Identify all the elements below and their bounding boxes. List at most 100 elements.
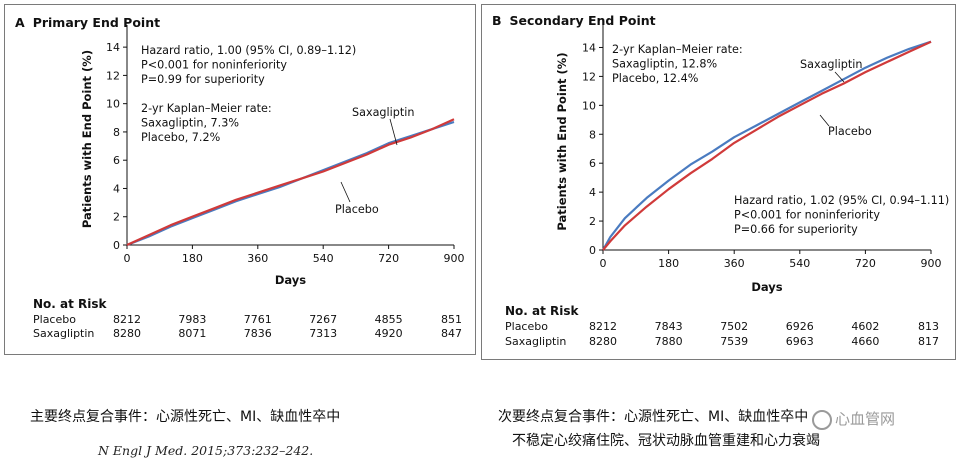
- series-label-saxagliptin: Saxagliptin: [800, 58, 862, 71]
- risk-cell: 4660: [851, 335, 879, 348]
- x-tick-label: 720: [855, 257, 876, 270]
- panel-title: A Primary End Point: [15, 15, 160, 30]
- risk-cell: 6963: [786, 335, 814, 348]
- series-line-placebo: [602, 40, 932, 251]
- risk-cell: 4920: [375, 327, 403, 340]
- risk-cell: 7880: [655, 335, 683, 348]
- panel-title-text: Primary End Point: [33, 15, 160, 30]
- series-line-saxagliptin: [602, 40, 932, 251]
- risk-table-heading: No. at Risk: [505, 304, 580, 318]
- annotation-hazard-line: Hazard ratio, 1.02 (95% CI, 0.94–1.11): [734, 194, 949, 207]
- secondary-caption-cn-line1: 次要终点复合事件：心源性死亡、MI、缺血性卒中: [498, 409, 809, 425]
- x-tick-label: 720: [378, 252, 399, 265]
- annotation-km-line: 2-yr Kaplan–Meier rate:: [141, 102, 272, 115]
- primary-caption-cn: 主要终点复合事件：心源性死亡、MI、缺血性卒中: [30, 409, 341, 425]
- y-tick-label: 6: [113, 154, 120, 167]
- risk-cell: 8280: [113, 327, 141, 340]
- risk-cell: 8212: [113, 313, 141, 326]
- risk-cell: 7836: [244, 327, 272, 340]
- series-label-leader: [389, 118, 398, 146]
- risk-cell: 7267: [309, 313, 337, 326]
- x-tick-label: 180: [658, 257, 679, 270]
- y-tick-label: 2: [589, 215, 596, 228]
- series-label-saxagliptin: Saxagliptin: [352, 106, 414, 119]
- risk-cell: 4602: [851, 320, 879, 333]
- y-tick-label: 8: [113, 126, 120, 139]
- risk-cell: 4855: [375, 313, 403, 326]
- annotation-hazard-line: P=0.66 for superiority: [734, 223, 858, 236]
- y-tick-label: 8: [589, 128, 596, 141]
- annotation-hazard-line: P=0.99 for superiority: [141, 73, 265, 86]
- series-label-placebo: Placebo: [335, 203, 379, 216]
- annotation-km-line: Saxagliptin, 12.8%: [612, 58, 717, 71]
- watermark: 心血管网: [812, 408, 895, 430]
- annotation-km-line: Placebo, 7.2%: [141, 131, 221, 144]
- watermark-text: 心血管网: [835, 410, 896, 428]
- annotation-km-line: Saxagliptin, 7.3%: [141, 117, 239, 130]
- x-tick-label: 900: [444, 252, 465, 265]
- series-label-leader: [340, 181, 351, 203]
- y-tick-label: 6: [589, 157, 596, 170]
- secondary-end-point-panel: B Secondary End Point 0 2 4 6 8 10 12 14 0 180 360 54…: [481, 4, 956, 360]
- x-tick-label: 900: [921, 257, 942, 270]
- risk-row-name: Placebo: [33, 313, 76, 326]
- risk-cell: 7313: [309, 327, 337, 340]
- y-tick-label: 0: [113, 239, 120, 252]
- watermark-logo-icon: [812, 409, 832, 430]
- x-axis-label: Days: [751, 280, 782, 294]
- y-tick-label: 2: [113, 211, 120, 224]
- secondary-end-point-chart: B Secondary End Point 0 2 4 6 8 10 12 14 0 180 360 54…: [492, 13, 949, 348]
- risk-cell: 7983: [178, 313, 206, 326]
- x-tick-label: 180: [182, 252, 203, 265]
- risk-cell: 8071: [178, 327, 206, 340]
- y-tick-label: 4: [589, 186, 596, 199]
- x-tick-label: 540: [313, 252, 334, 265]
- citation: N Engl J Med. 2015;373:232–242.: [98, 443, 314, 458]
- y-tick-label: 10: [106, 98, 120, 111]
- y-tick-label: 12: [106, 69, 120, 82]
- y-tick-label: 4: [113, 182, 120, 195]
- risk-table-heading: No. at Risk: [33, 297, 108, 311]
- risk-row-name: Placebo: [505, 320, 548, 333]
- annotation-km-line: 2-yr Kaplan–Meier rate:: [612, 43, 743, 56]
- y-tick-label: 12: [582, 70, 596, 83]
- series-label-leader: [834, 71, 845, 83]
- risk-cell: 7539: [720, 335, 748, 348]
- y-tick-label: 10: [582, 99, 596, 112]
- annotation-hazard-line: P<0.001 for noninferiority: [734, 209, 880, 222]
- x-tick-label: 0: [124, 252, 131, 265]
- secondary-caption-cn-line2: 不稳定心绞痛住院、冠状动脉血管重建和心力衰竭: [512, 433, 820, 449]
- y-axis-label: Patients with End Point (%): [80, 50, 94, 228]
- series-label-leader: [819, 114, 830, 127]
- series-label-placebo: Placebo: [828, 125, 872, 138]
- y-tick-label: 0: [589, 244, 596, 257]
- primary-end-point-chart: A Primary End Point 0 2 4 6 8 10 12 14 0 180 360 540 7…: [15, 15, 465, 340]
- risk-cell: 847: [441, 327, 462, 340]
- risk-row-name: Saxagliptin: [33, 327, 94, 340]
- x-tick-label: 360: [247, 252, 268, 265]
- risk-cell: 851: [441, 313, 462, 326]
- panel-label: B: [492, 13, 502, 28]
- panel-title-text: Secondary End Point: [510, 13, 656, 28]
- y-tick-label: 14: [106, 41, 120, 54]
- series-line-placebo: [126, 118, 455, 247]
- risk-cell: 6926: [786, 320, 814, 333]
- risk-cell: 817: [918, 335, 939, 348]
- annotation-hazard-line: P<0.001 for noninferiority: [141, 59, 287, 72]
- risk-cell: 8280: [589, 335, 617, 348]
- annotation-km-line: Placebo, 12.4%: [612, 72, 699, 85]
- risk-cell: 7843: [655, 320, 683, 333]
- y-tick-label: 14: [582, 41, 596, 54]
- risk-cell: 8212: [589, 320, 617, 333]
- x-tick-label: 0: [600, 257, 607, 270]
- panel-label: A: [15, 15, 25, 30]
- risk-row-name: Saxagliptin: [505, 335, 566, 348]
- panel-title: B Secondary End Point: [492, 13, 656, 28]
- y-axis-label: Patients with End Point (%): [555, 52, 569, 230]
- annotation-hazard-line: Hazard ratio, 1.00 (95% CI, 0.89–1.12): [141, 44, 356, 57]
- x-axis-label: Days: [275, 273, 306, 287]
- risk-cell: 7502: [720, 320, 748, 333]
- risk-cell: 7761: [244, 313, 272, 326]
- primary-end-point-panel: A Primary End Point 0 2 4 6 8 10 12 14 0 180 360 540 7…: [4, 4, 476, 355]
- x-tick-label: 360: [724, 257, 745, 270]
